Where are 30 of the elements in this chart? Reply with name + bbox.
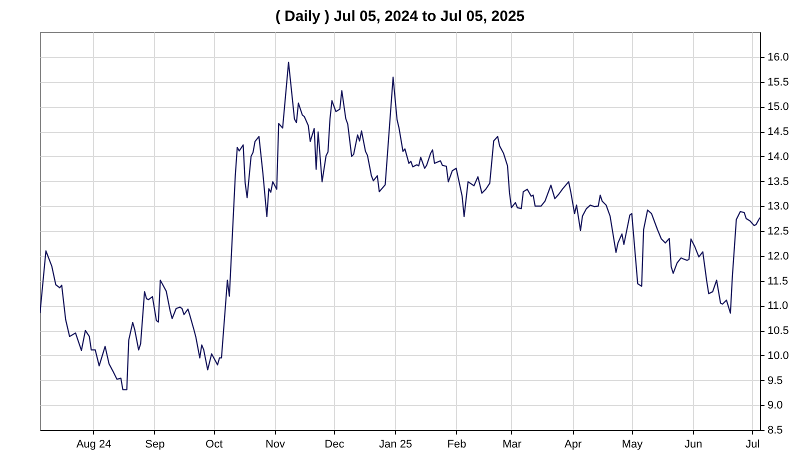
y-tick-label: 15.0 <box>768 101 789 114</box>
x-tick-label: Aug 24 <box>76 438 112 450</box>
y-tick-label: 12.5 <box>768 226 789 238</box>
x-tick-label: Apr <box>564 438 582 450</box>
y-tick-label: 13.0 <box>768 200 789 213</box>
x-tick-label: Jun <box>684 438 702 450</box>
y-tick-label: 10.0 <box>768 350 789 362</box>
y-tick-label: 9.5 <box>768 374 783 387</box>
x-tick-label: May <box>622 438 644 450</box>
x-tick-label: Dec <box>324 438 345 450</box>
x-tick-label: Feb <box>447 438 466 450</box>
x-tick-label: Sep <box>145 438 165 450</box>
y-tick-label: 8.5 <box>768 424 783 436</box>
y-tick-label: 14.0 <box>768 150 789 163</box>
x-tick-label: Oct <box>206 438 223 450</box>
y-tick-label: 11.0 <box>768 300 788 312</box>
line-series <box>40 62 760 390</box>
y-tick-label: 10.5 <box>768 325 789 337</box>
y-tick-label: 13.5 <box>768 176 789 188</box>
x-tick-label: Nov <box>265 438 286 450</box>
y-tick-label: 14.5 <box>768 126 789 138</box>
y-tick-label: 15.5 <box>768 76 789 88</box>
y-tick-label: 16.0 <box>768 51 789 64</box>
chart-title: ( Daily ) Jul 05, 2024 to Jul 05, 2025 <box>275 8 525 25</box>
x-tick-label: Jul <box>746 438 760 450</box>
x-tick-label: Jan 25 <box>379 438 412 450</box>
y-tick-label: 12.0 <box>768 250 789 262</box>
y-tick-label: 9.0 <box>768 400 783 412</box>
x-tick-label: Mar <box>502 438 522 450</box>
y-tick-label: 11.5 <box>768 275 788 288</box>
